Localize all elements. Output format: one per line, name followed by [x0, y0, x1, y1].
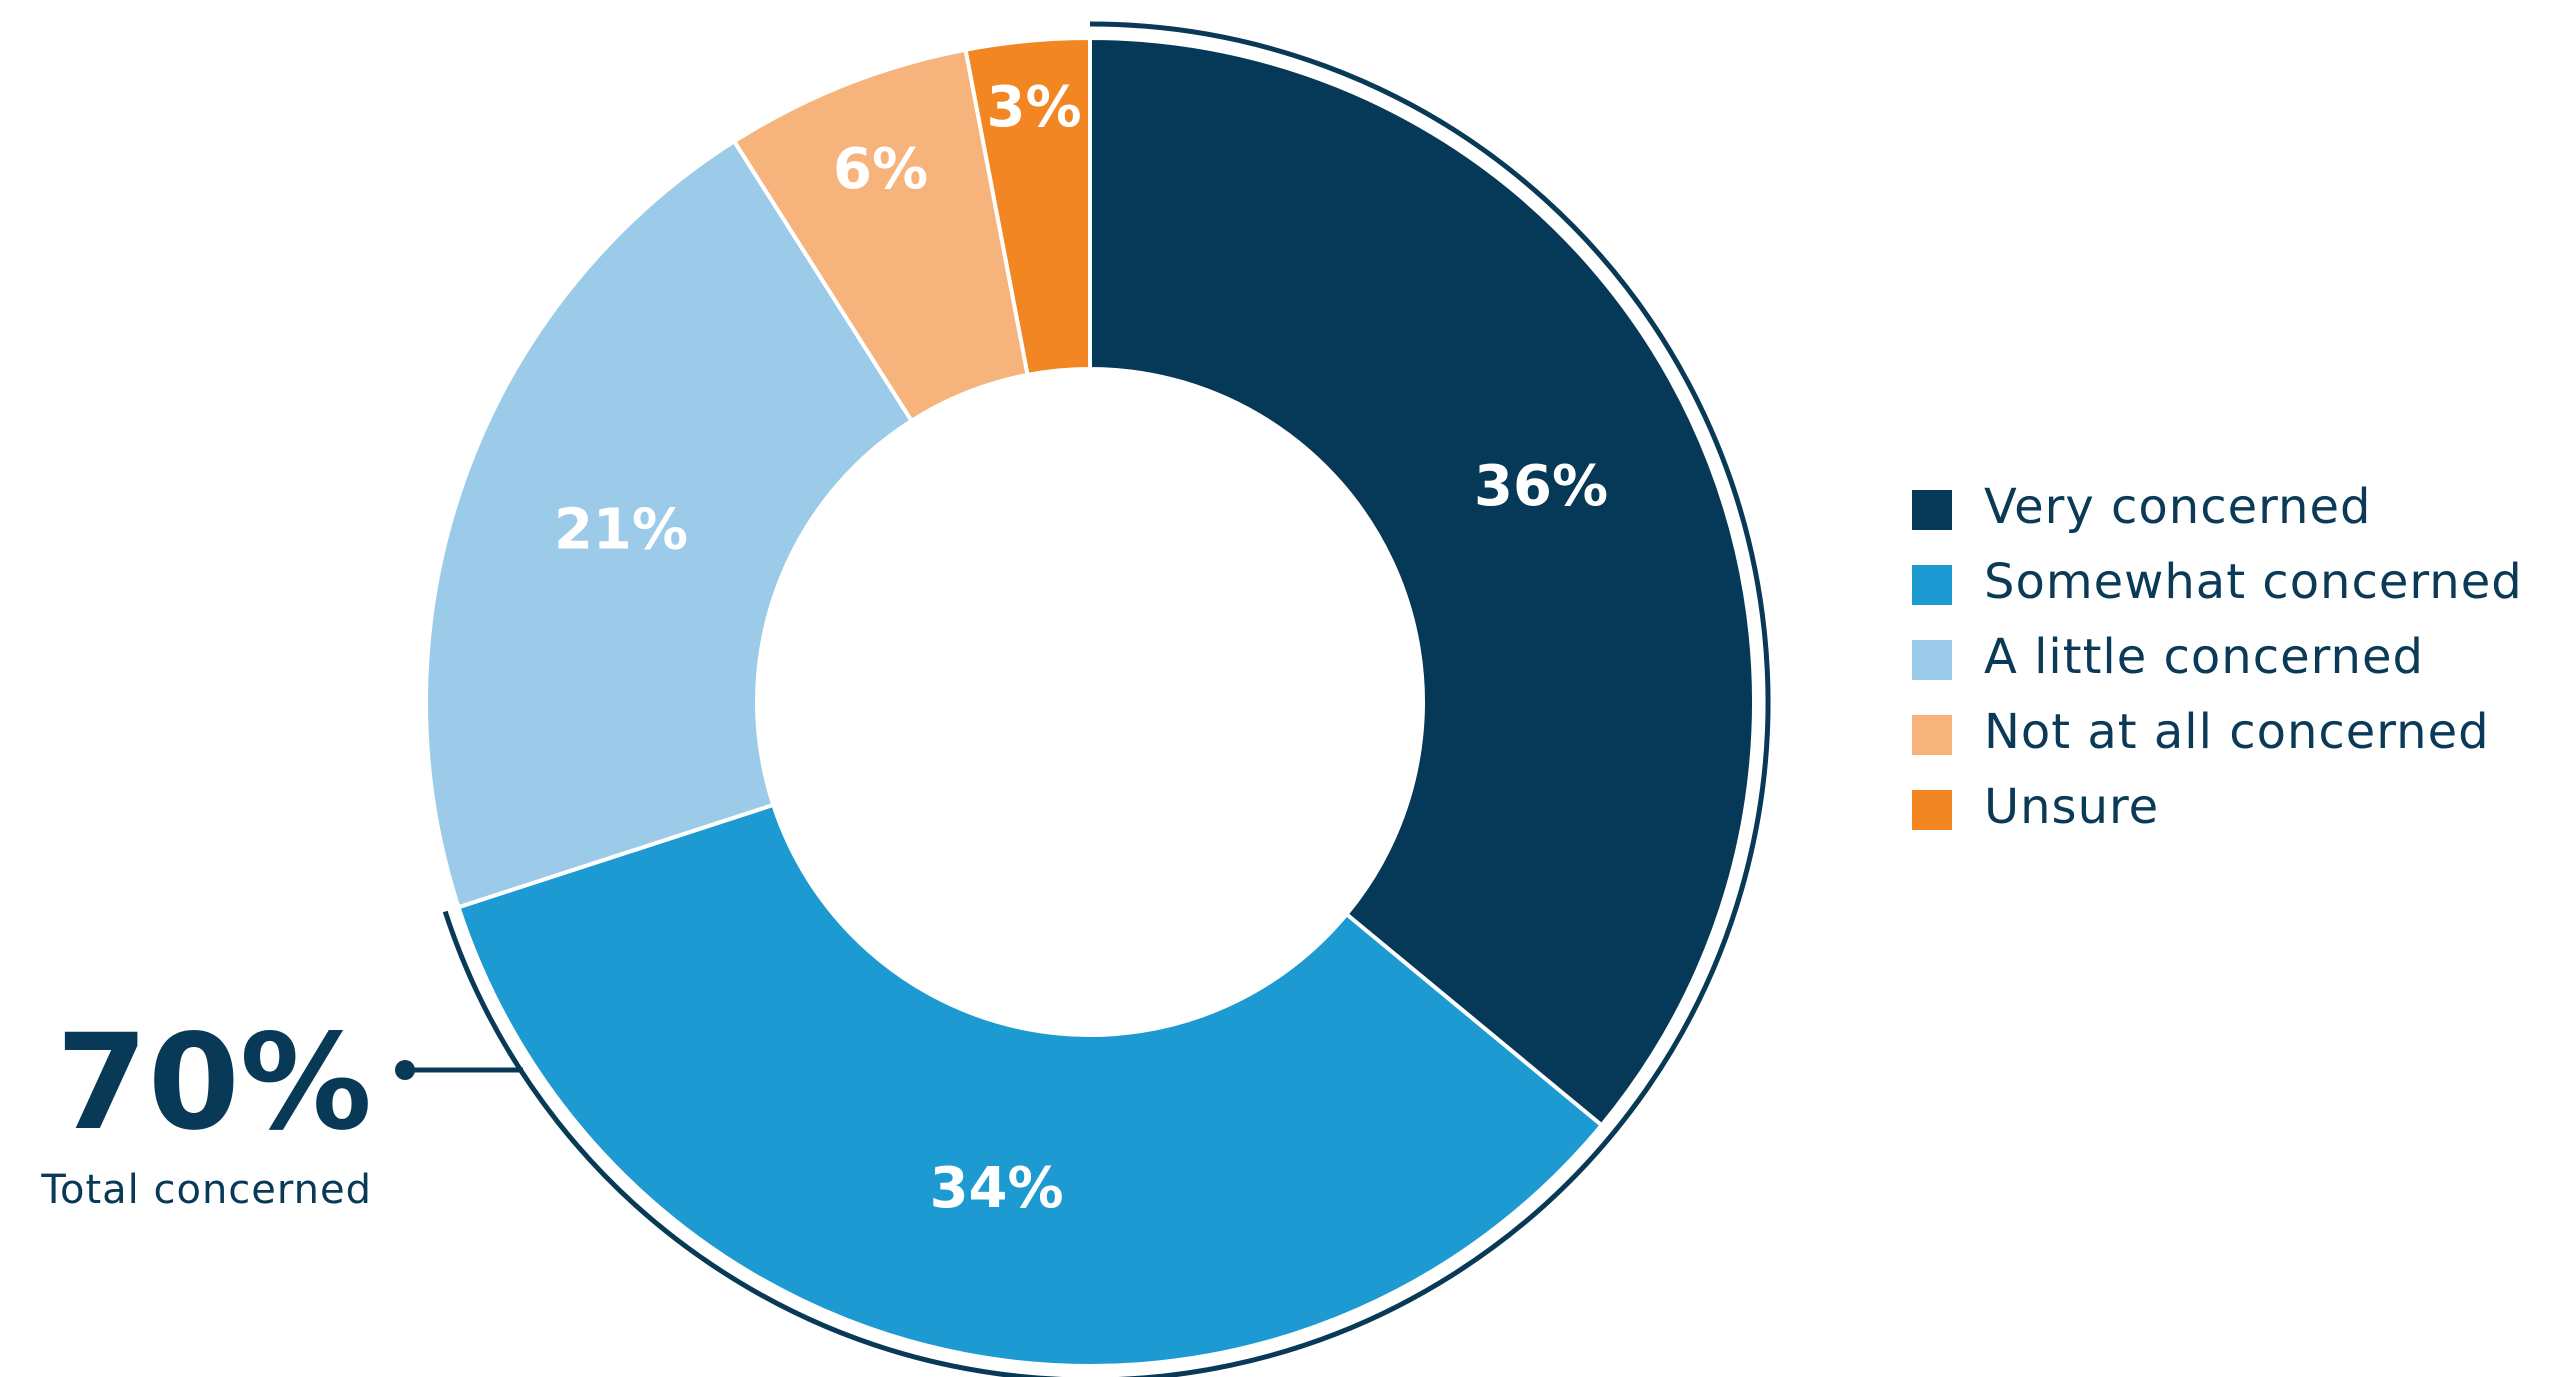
slice-labels: 36% 34% 21% 6% 3% — [554, 75, 1608, 1221]
slice-a-little-concerned — [424, 138, 915, 910]
annotation-dot — [395, 1060, 415, 1080]
legend-swatch-very-concerned — [1912, 490, 1952, 530]
legend-swatch-a-little-concerned — [1912, 640, 1952, 680]
slice-label-very-concerned: 36% — [1474, 454, 1608, 519]
slice-label-unsure: 3% — [987, 75, 1082, 140]
total-concerned-annotation: 70% Total concerned — [40, 1006, 523, 1213]
total-concerned-value: 70% — [56, 1006, 372, 1160]
donut-slices — [424, 35, 1756, 1368]
slice-unsure — [963, 35, 1092, 378]
legend-swatch-unsure — [1912, 790, 1952, 830]
slice-very-concerned — [1088, 35, 1756, 1129]
legend-swatch-not-at-all-concerned — [1912, 715, 1952, 755]
legend-swatch-somewhat-concerned — [1912, 565, 1952, 605]
total-concerned-label: Total concerned — [40, 1167, 372, 1213]
slice-somewhat-concerned — [455, 802, 1605, 1368]
legend-label-somewhat-concerned: Somewhat concerned — [1984, 554, 2523, 610]
legend-label-very-concerned: Very concerned — [1984, 479, 2371, 535]
total-concerned-bracket — [442, 21, 1771, 1377]
legend: Very concerned Somewhat concerned A little… — [1912, 479, 2523, 835]
legend-label-a-little-concerned: A little concerned — [1984, 629, 2424, 685]
slice-label-a-little-concerned: 21% — [554, 497, 688, 562]
slice-label-somewhat-concerned: 34% — [930, 1156, 1064, 1221]
slice-label-not-at-all-concerned: 6% — [833, 137, 928, 202]
legend-label-unsure: Unsure — [1984, 779, 2159, 835]
legend-label-not-at-all-concerned: Not at all concerned — [1984, 704, 2490, 760]
